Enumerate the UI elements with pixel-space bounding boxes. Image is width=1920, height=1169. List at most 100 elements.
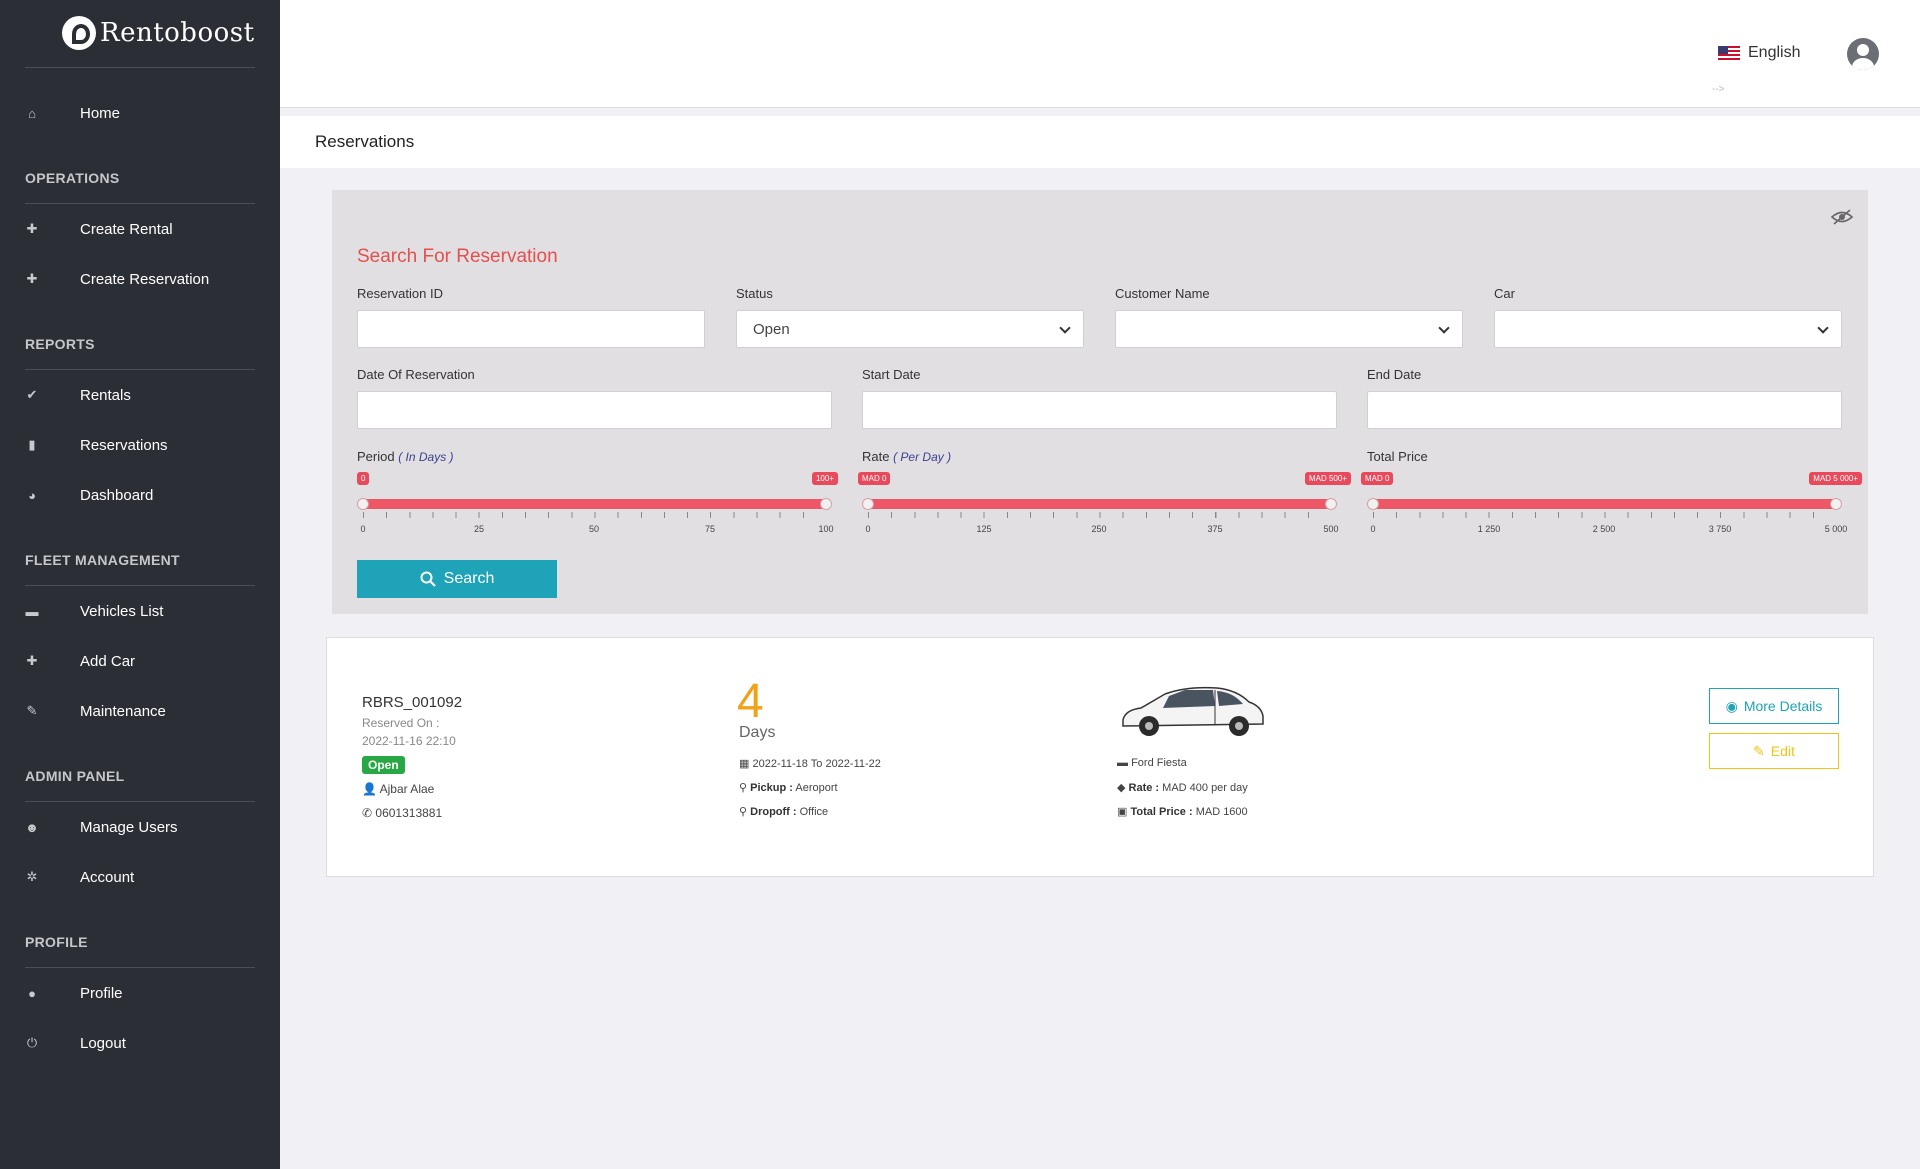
brand-logo[interactable]: Rentoboost xyxy=(62,16,255,50)
sidebar-item-label: Manage Users xyxy=(80,818,178,836)
edit-label: Edit xyxy=(1770,743,1795,759)
sidebar-item-manage-users[interactable]: ☻ Manage Users xyxy=(0,807,280,847)
tick-label: 75 xyxy=(704,524,716,534)
sidebar-item-home[interactable]: ⌂ Home xyxy=(0,93,280,133)
end-date-input[interactable] xyxy=(1367,391,1842,429)
sidebar-item-account[interactable]: ✲ Account xyxy=(0,857,280,897)
top-bar xyxy=(280,0,1920,108)
reservation-dates: ▦ 2022-11-18 To 2022-11-22 xyxy=(739,758,881,770)
status-badge: Open xyxy=(362,756,405,774)
total-price: ▣ Total Price : MAD 1600 xyxy=(1117,806,1248,818)
customer-phone: ✆ 0601313881 xyxy=(362,806,443,820)
tick-label: 2 500 xyxy=(1592,524,1616,534)
reserved-on-label: Reserved On : xyxy=(362,716,440,730)
customer-name-select[interactable] xyxy=(1115,310,1463,348)
car-rate: ◆ Rate : MAD 400 per day xyxy=(1117,782,1248,794)
eye-icon: ◉ xyxy=(1725,697,1738,714)
period-slider[interactable]: 0 100+ 0 25 50 75 100 xyxy=(357,472,838,534)
sidebar-item-label: Account xyxy=(80,868,135,886)
language-selector[interactable]: English xyxy=(1718,44,1800,62)
rental-days-count: 4 xyxy=(737,675,764,728)
money-icon: ▣ xyxy=(1117,806,1128,818)
slider-ticks xyxy=(363,512,826,518)
rate-slider[interactable]: MAD 0 MAD 500+ 0 125 250 375 500 xyxy=(858,472,1351,534)
min-badge: 0 xyxy=(357,472,370,485)
date-of-reservation-input[interactable] xyxy=(357,391,832,429)
car-select[interactable] xyxy=(1494,310,1842,348)
reserved-on-date: 2022-11-16 22:10 xyxy=(362,734,456,748)
tick-label: 50 xyxy=(588,524,600,534)
tick-label: 250 xyxy=(1091,524,1107,534)
slider-handle-min[interactable] xyxy=(357,498,369,510)
slider-ticks xyxy=(868,512,1331,518)
users-icon: ☻ xyxy=(25,819,39,835)
us-flag-icon xyxy=(1718,45,1740,61)
section-reports: REPORTS xyxy=(25,336,95,352)
status-select[interactable]: Open xyxy=(736,310,1084,348)
gear-icon: ✲ xyxy=(26,869,38,884)
plus-icon: ✚ xyxy=(26,271,38,286)
slider-handle-max[interactable] xyxy=(820,498,832,510)
tick-label: 0 xyxy=(360,524,366,534)
reservation-id: RBRS_001092 xyxy=(362,694,463,711)
stray-text: --> xyxy=(1712,84,1725,95)
map-marker-icon: ⚲ xyxy=(739,806,748,818)
search-title: Search For Reservation xyxy=(357,246,558,267)
page-header: Reservations xyxy=(280,116,1920,168)
sidebar-item-profile[interactable]: ● Profile xyxy=(0,973,280,1013)
edit-button[interactable]: ✎ Edit xyxy=(1709,733,1839,769)
sidebar-item-label: Add Car xyxy=(80,652,136,670)
phone-icon: ✆ xyxy=(362,806,373,820)
sidebar-item-maintenance[interactable]: ✎ Maintenance xyxy=(0,691,280,731)
slider-handle-min[interactable] xyxy=(1367,498,1379,510)
divider xyxy=(25,369,255,370)
start-date-label: Start Date xyxy=(862,367,921,382)
user-avatar[interactable] xyxy=(1847,38,1879,70)
sidebar-item-rentals[interactable]: ✔ Rentals xyxy=(0,375,280,415)
tick-label: 0 xyxy=(1370,524,1376,534)
slider-track xyxy=(363,499,826,509)
sidebar-item-vehicles-list[interactable]: ▬ Vehicles List xyxy=(0,591,280,631)
rate-unit: ( Per Day ) xyxy=(893,450,952,464)
hide-eye-icon[interactable] xyxy=(1830,208,1854,231)
reservation-id-input[interactable] xyxy=(357,310,705,348)
calendar-icon: ▦ xyxy=(739,758,750,770)
sidebar-item-logout[interactable]: ⏻ Logout xyxy=(0,1023,280,1063)
section-fleet-management: FLEET MANAGEMENT xyxy=(25,552,180,568)
search-button[interactable]: Search xyxy=(357,560,557,598)
slider-handle-max[interactable] xyxy=(1325,498,1337,510)
sidebar-item-label: Create Reservation xyxy=(80,270,210,288)
sidebar-item-label: Vehicles List xyxy=(80,602,164,620)
sidebar-item-reservations[interactable]: ▮ Reservations xyxy=(0,425,280,465)
page-title: Reservations xyxy=(315,132,415,151)
sidebar-item-add-car[interactable]: ✚ Add Car xyxy=(0,641,280,681)
reservation-card: RBRS_001092 Reserved On : 2022-11-16 22:… xyxy=(326,637,1874,877)
more-details-label: More Details xyxy=(1743,698,1823,714)
total-price-slider[interactable]: MAD 0 MAD 5 000+ 0 1 250 2 500 3 750 5 0… xyxy=(1361,472,1862,534)
tick-label: 3 750 xyxy=(1708,524,1732,534)
edit-icon: ✎ xyxy=(1753,742,1765,759)
plus-icon: ✚ xyxy=(26,221,38,236)
more-details-button[interactable]: ◉ More Details xyxy=(1709,688,1839,724)
slider-ticks xyxy=(1373,512,1836,518)
car-name: ▬ Ford Fiesta xyxy=(1117,757,1187,769)
search-button-label: Search xyxy=(443,570,495,587)
sidebar-item-dashboard[interactable]: ◕ Dashboard xyxy=(0,475,280,515)
min-badge: MAD 0 xyxy=(1361,472,1394,485)
tick-label: 0 xyxy=(865,524,871,534)
home-icon: ⌂ xyxy=(28,105,36,121)
start-date-input[interactable] xyxy=(862,391,1337,429)
slider-handle-min[interactable] xyxy=(862,498,874,510)
sidebar-item-label: Rentals xyxy=(80,386,131,404)
tick-label: 375 xyxy=(1207,524,1223,534)
rental-days-label: Days xyxy=(739,724,776,741)
power-icon: ⏻ xyxy=(26,1035,38,1050)
sidebar-item-label: Home xyxy=(80,104,121,122)
divider xyxy=(25,801,255,802)
sidebar-item-create-rental[interactable]: ✚ Create Rental xyxy=(0,209,280,249)
sidebar-item-create-reservation[interactable]: ✚ Create Reservation xyxy=(0,259,280,299)
divider xyxy=(25,67,255,68)
tick-label: 125 xyxy=(976,524,992,534)
slider-handle-max[interactable] xyxy=(1830,498,1842,510)
period-label: Period ( In Days ) xyxy=(357,449,454,464)
